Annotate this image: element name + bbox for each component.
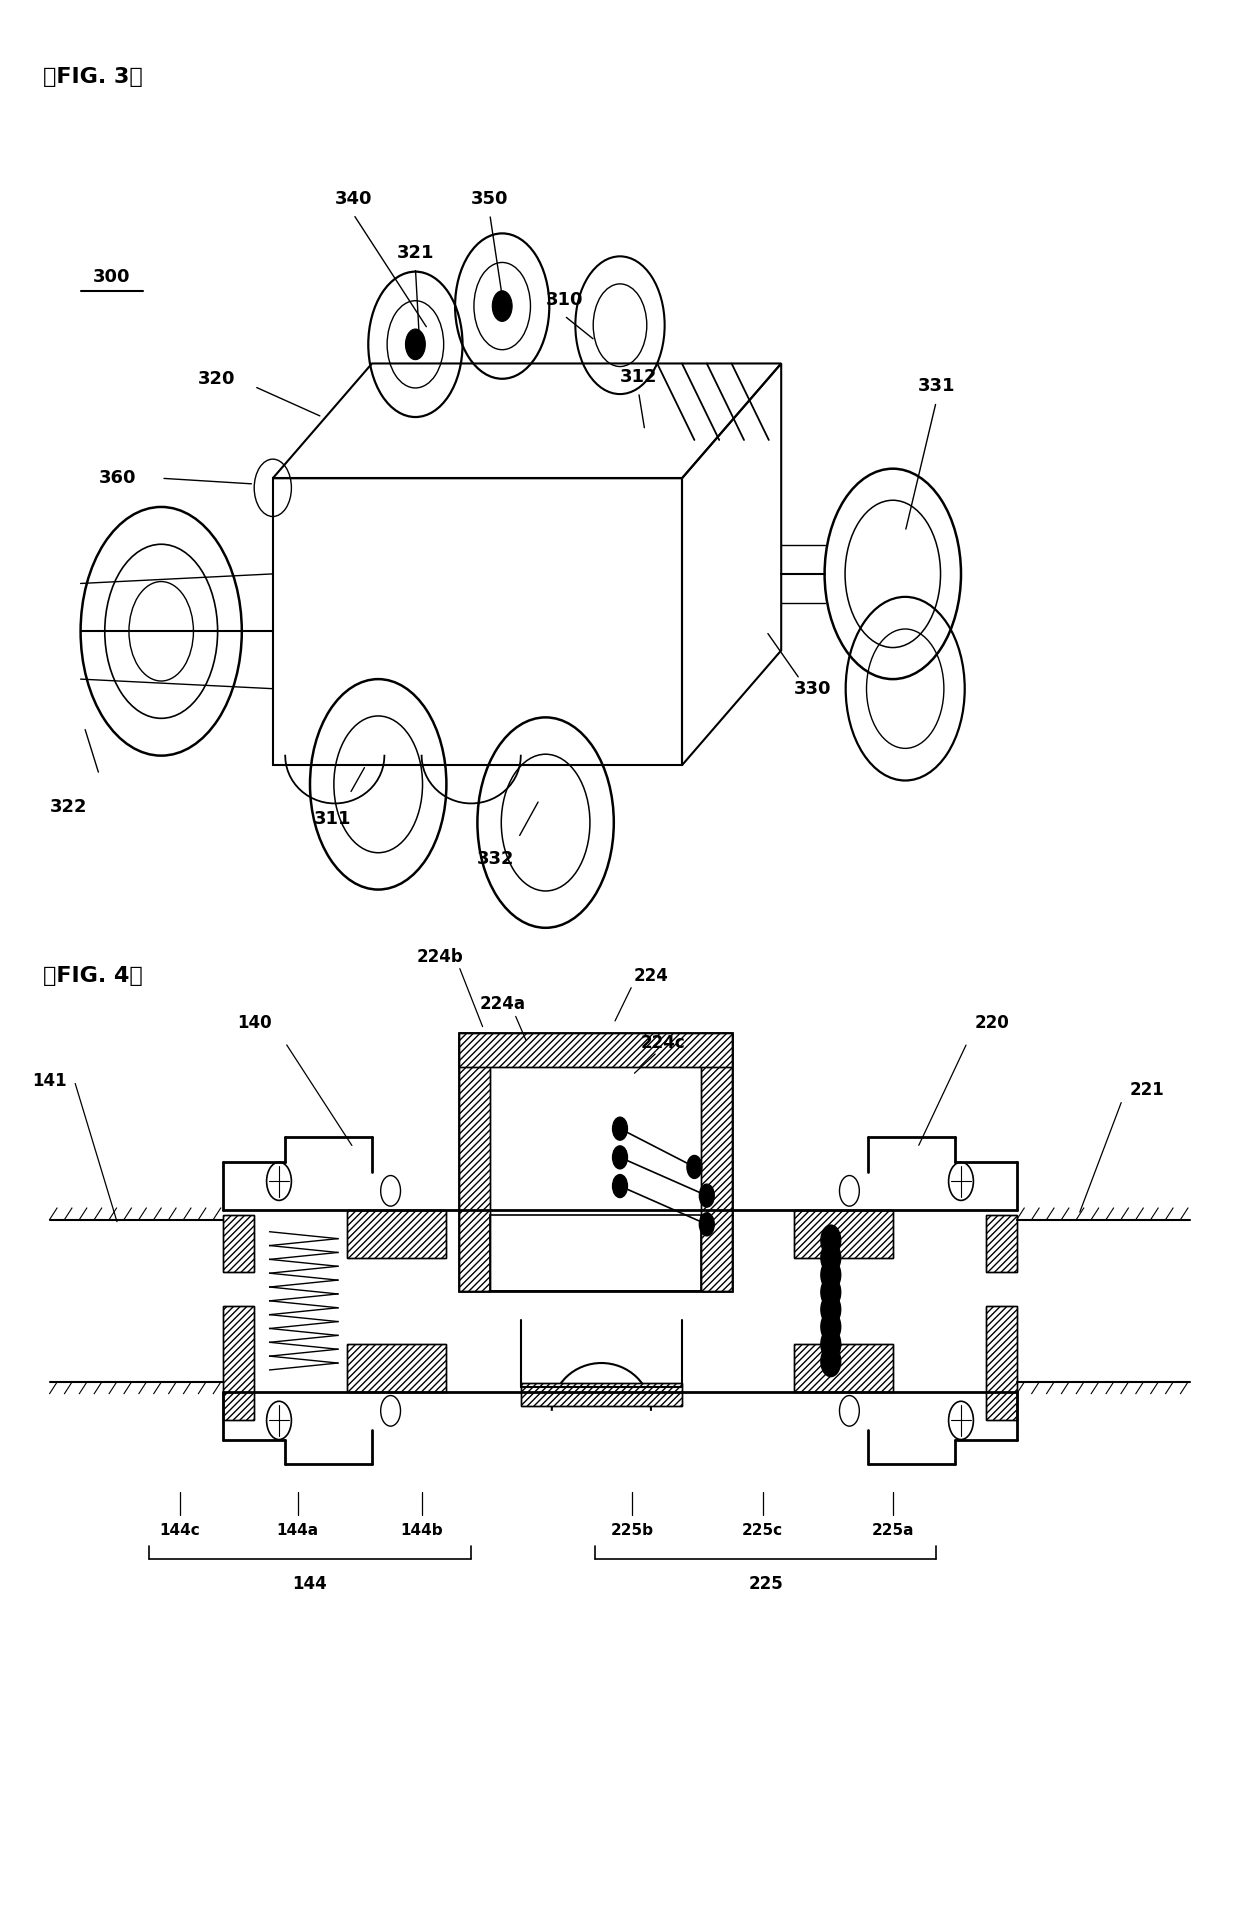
- Text: 332: 332: [477, 849, 515, 869]
- Bar: [459, 1033, 732, 1067]
- Text: 225: 225: [748, 1574, 784, 1594]
- Bar: [794, 1343, 893, 1393]
- Text: 144b: 144b: [401, 1523, 443, 1538]
- Bar: [490, 1215, 701, 1291]
- Circle shape: [613, 1175, 627, 1198]
- Text: 321: 321: [397, 243, 434, 262]
- Bar: [347, 1343, 446, 1393]
- Bar: [347, 1211, 446, 1259]
- Text: 224: 224: [634, 966, 668, 985]
- Text: 225a: 225a: [872, 1523, 914, 1538]
- Bar: [794, 1343, 893, 1393]
- Text: 140: 140: [237, 1014, 272, 1033]
- Text: 340: 340: [335, 189, 372, 209]
- Circle shape: [821, 1330, 841, 1360]
- Circle shape: [492, 291, 512, 321]
- Text: 312: 312: [620, 367, 657, 386]
- Bar: [347, 1343, 446, 1393]
- Bar: [794, 1211, 893, 1259]
- Circle shape: [687, 1155, 702, 1178]
- Text: 144a: 144a: [277, 1523, 319, 1538]
- Text: 350: 350: [471, 189, 508, 209]
- Text: 224c: 224c: [641, 1033, 686, 1052]
- Text: 360: 360: [99, 469, 136, 488]
- Bar: [701, 1033, 732, 1291]
- Circle shape: [699, 1213, 714, 1236]
- Bar: [794, 1211, 893, 1259]
- Text: 331: 331: [918, 377, 955, 396]
- Circle shape: [405, 329, 425, 360]
- Text: 320: 320: [198, 369, 236, 388]
- Text: 225c: 225c: [742, 1523, 784, 1538]
- Text: 141: 141: [32, 1071, 67, 1090]
- Bar: [459, 1033, 490, 1291]
- Bar: [459, 1033, 732, 1067]
- Circle shape: [821, 1242, 841, 1272]
- Text: 311: 311: [314, 809, 351, 828]
- Bar: [986, 1305, 1017, 1419]
- Text: 330: 330: [794, 679, 831, 698]
- Circle shape: [821, 1224, 841, 1255]
- Bar: [986, 1215, 1017, 1272]
- Circle shape: [821, 1347, 841, 1377]
- Text: 144c: 144c: [160, 1523, 200, 1538]
- Bar: [223, 1215, 254, 1272]
- Text: 221: 221: [1130, 1081, 1164, 1100]
- Circle shape: [613, 1117, 627, 1140]
- Text: 300: 300: [93, 268, 130, 287]
- Circle shape: [821, 1312, 841, 1343]
- Text: 310: 310: [546, 291, 583, 310]
- Bar: [223, 1305, 254, 1419]
- Text: 224a: 224a: [479, 995, 526, 1014]
- Bar: [986, 1305, 1017, 1419]
- Text: 322: 322: [50, 798, 87, 817]
- Circle shape: [821, 1295, 841, 1326]
- Text: 224b: 224b: [417, 947, 464, 966]
- Circle shape: [821, 1259, 841, 1289]
- Text: 【FIG. 4】: 【FIG. 4】: [43, 966, 143, 985]
- Circle shape: [821, 1276, 841, 1307]
- Text: 225b: 225b: [611, 1523, 653, 1538]
- Text: 144: 144: [293, 1574, 327, 1594]
- Bar: [459, 1033, 490, 1291]
- Circle shape: [613, 1146, 627, 1169]
- Bar: [521, 1383, 682, 1406]
- Bar: [347, 1211, 446, 1259]
- Text: 220: 220: [975, 1014, 1009, 1033]
- Bar: [521, 1383, 682, 1406]
- Text: 【FIG. 3】: 【FIG. 3】: [43, 67, 143, 86]
- Circle shape: [699, 1184, 714, 1207]
- Bar: [459, 1033, 732, 1291]
- Bar: [986, 1215, 1017, 1272]
- Bar: [701, 1033, 732, 1291]
- Bar: [223, 1215, 254, 1272]
- Bar: [223, 1305, 254, 1419]
